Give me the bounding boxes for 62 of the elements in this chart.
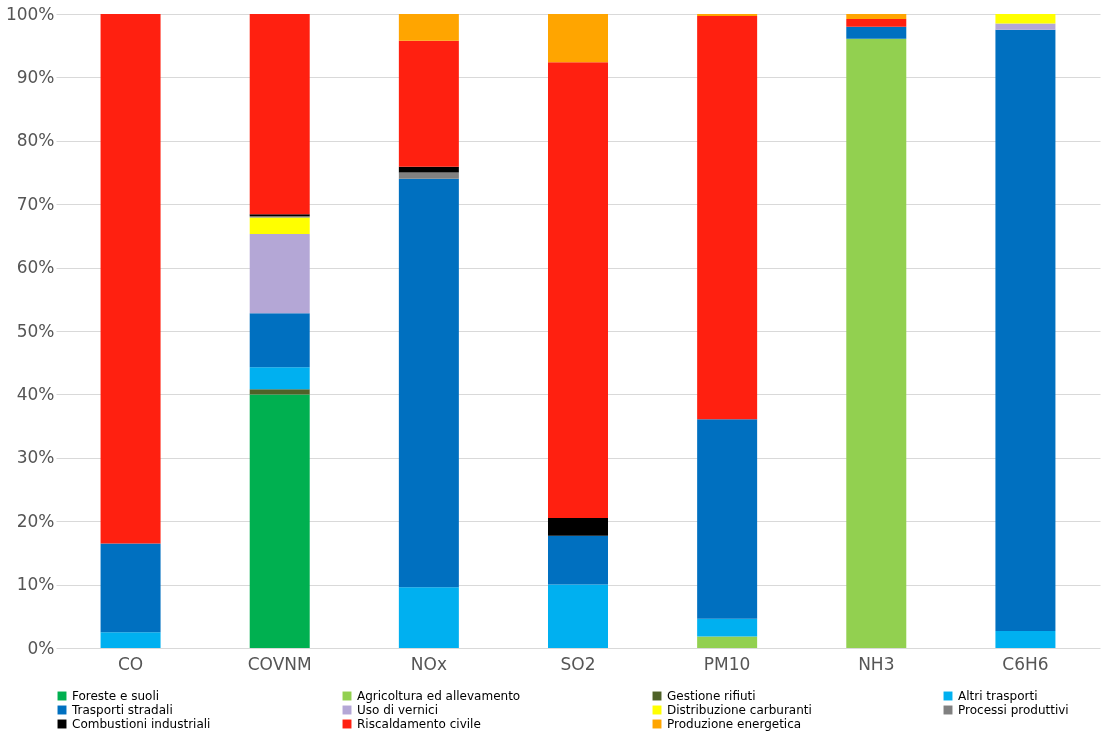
bar — [548, 14, 608, 63]
y-tick-label: 80% — [16, 130, 55, 151]
bar — [398, 40, 459, 167]
x-tick-label: CO — [117, 653, 144, 674]
bar — [697, 618, 758, 637]
y-tick-label: 100% — [5, 3, 55, 24]
bar — [398, 172, 459, 179]
bar — [100, 543, 161, 633]
legend-label: Gestione rifiuti — [667, 689, 756, 703]
y-tick-label: 20% — [16, 510, 55, 531]
x-tick-label: PM10 — [703, 653, 751, 674]
bar — [100, 14, 161, 544]
y-tick-label: 60% — [16, 257, 55, 278]
bar — [548, 518, 608, 536]
bar — [398, 178, 459, 588]
legend-label: Combustioni industriali — [72, 717, 211, 731]
bar — [995, 14, 1056, 24]
bar — [398, 166, 459, 173]
bar — [398, 587, 459, 648]
y-tick-label: 90% — [16, 66, 55, 87]
bar — [846, 19, 907, 27]
bar — [249, 367, 310, 390]
bar — [100, 632, 161, 648]
x-tick-label: COVNM — [247, 653, 312, 674]
x-tick-label: C6H6 — [1002, 653, 1049, 674]
y-tick-label: 0% — [27, 637, 55, 658]
bar — [548, 584, 608, 648]
bar — [249, 14, 310, 215]
legend-label: Foreste e suoli — [72, 689, 160, 703]
bar — [846, 14, 907, 20]
bar — [398, 14, 459, 41]
bar — [249, 313, 310, 368]
legend-label: Altri trasporti — [958, 689, 1038, 703]
x-tick-label: NOx — [410, 653, 447, 674]
bar — [249, 394, 310, 648]
bar — [995, 29, 1056, 631]
y-tick-label: 40% — [16, 383, 55, 404]
legend-label: Distribuzione carburanti — [667, 703, 812, 717]
x-tick-label: SO2 — [560, 653, 596, 674]
bar — [249, 234, 310, 314]
bar — [548, 535, 608, 585]
y-tick-label: 30% — [16, 447, 55, 468]
legend-label: Processi produttivi — [958, 703, 1069, 717]
legend-label: Produzione energetica — [667, 717, 802, 731]
bar — [697, 419, 758, 619]
bar — [697, 15, 758, 420]
y-tick-label: 70% — [16, 193, 55, 214]
bar — [995, 630, 1056, 648]
bar — [249, 217, 310, 234]
bar — [548, 62, 608, 519]
bar — [846, 26, 907, 39]
legend-label: Riscaldamento civile — [357, 717, 481, 731]
legend-label: Trasporti stradali — [71, 703, 173, 717]
legend-label: Uso di vernici — [357, 703, 439, 717]
bar — [995, 23, 1056, 30]
y-tick-label: 10% — [16, 574, 55, 595]
bar — [846, 38, 907, 648]
bar — [697, 636, 758, 648]
x-tick-label: NH3 — [858, 653, 895, 674]
y-tick-label: 50% — [16, 320, 55, 341]
legend-label: Agricoltura ed allevamento — [357, 689, 521, 703]
bar — [249, 389, 310, 395]
